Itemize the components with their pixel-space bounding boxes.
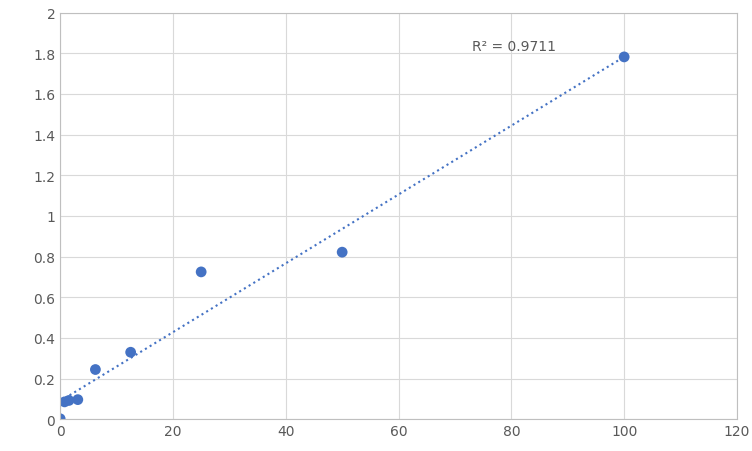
Point (336, 249, 348, 256)
Point (59, 398, 71, 405)
Point (63, 397, 75, 404)
Point (89, 366, 102, 373)
Point (196, 269, 208, 276)
Point (125, 349, 137, 356)
Point (54, 415, 66, 423)
Text: R² = 0.9711: R² = 0.9711 (472, 40, 556, 54)
Point (618, 54, 630, 61)
Point (71, 396, 83, 403)
